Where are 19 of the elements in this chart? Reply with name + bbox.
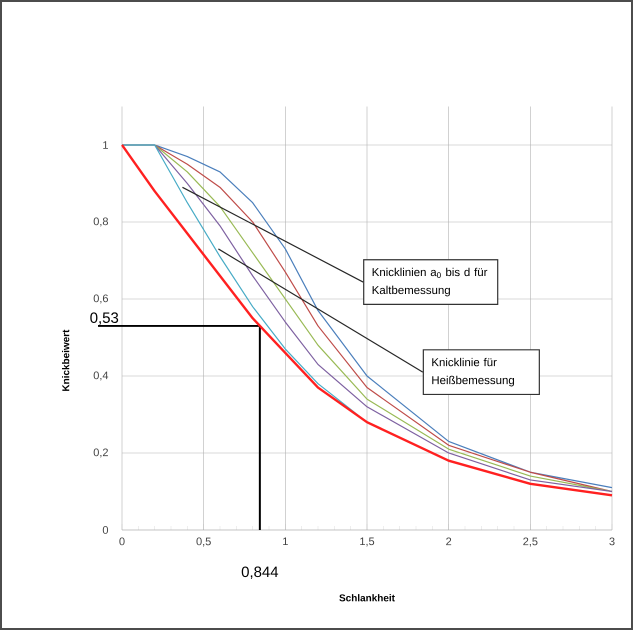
annotation: Knicklinie für Heißbemessung [432, 358, 514, 386]
y-tick-label: 0 [102, 526, 108, 534]
x-tick-label: 1,5 [360, 538, 374, 546]
x-tick-label: 2,5 [523, 538, 538, 547]
annotation: Knicklinien a$_{0}$ bis d für Kaltbemessung [372, 268, 488, 296]
x-tick-label: 1 [283, 538, 288, 546]
ref-line-label: 0,844 [242, 566, 278, 579]
x-tick-label: 2 [446, 538, 452, 546]
ref-line-label: 0,53 [90, 312, 118, 325]
y-tick-label: 0,8 [94, 217, 108, 227]
x-axis-title: Schlankheit [339, 594, 395, 602]
x-tick-label: 0,5 [196, 538, 211, 547]
y-tick-label: 0,4 [94, 371, 108, 381]
y-axis-title: Knickbeiwert [62, 330, 70, 391]
x-tick-label: 0 [119, 538, 125, 546]
y-tick-label: 0,6 [94, 294, 108, 304]
y-tick-label: 0,2 [94, 448, 108, 458]
x-tick-label: 3 [609, 538, 615, 546]
y-tick-label: 1 [103, 141, 108, 149]
